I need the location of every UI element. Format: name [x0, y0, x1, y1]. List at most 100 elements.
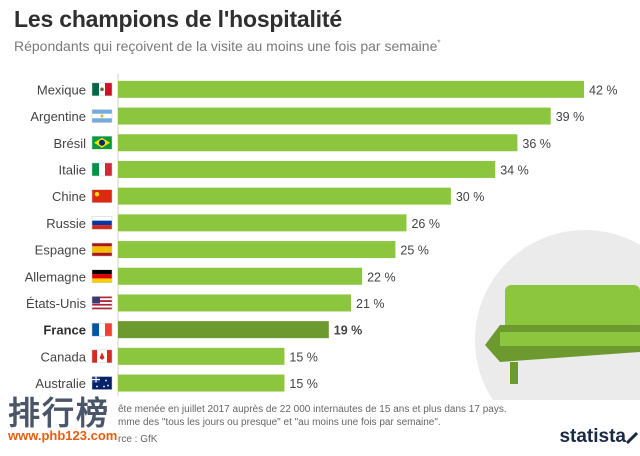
bar-chart: Mexique 42 % Argentine 39 % Brésil 36 % Italie…	[25, 74, 640, 400]
category-label: Brésil	[53, 136, 86, 151]
chart-subtitle: Répondants qui reçoivent de la visite au…	[14, 38, 440, 54]
flag-border	[91, 269, 113, 283]
bar	[118, 80, 584, 98]
bar	[118, 374, 285, 392]
value-label: 25 %	[400, 244, 429, 258]
flag-cross	[92, 376, 100, 383]
flag-part	[92, 269, 112, 275]
flag-part	[92, 216, 112, 221]
russia-flag-icon	[91, 216, 113, 230]
france-flag-icon	[91, 322, 113, 337]
flag-part	[99, 162, 105, 176]
bar-row: Allemagne 22 %	[25, 267, 396, 285]
bar	[118, 160, 496, 178]
value-label: 39 %	[556, 110, 585, 124]
flag-part	[92, 225, 112, 230]
flag-border	[91, 216, 113, 230]
argentina-flag-icon	[91, 109, 113, 123]
bar	[118, 321, 329, 339]
flag-border	[91, 242, 113, 257]
flag-stripe	[92, 300, 112, 303]
category-label: Argentine	[30, 109, 86, 124]
flag-border	[91, 136, 113, 150]
sofa-backrest	[505, 285, 640, 330]
value-label: 15 %	[289, 350, 318, 364]
bar	[118, 107, 551, 125]
category-label: Mexique	[37, 82, 86, 97]
flag-part	[92, 82, 99, 96]
flag-border	[91, 82, 113, 97]
footnote-survey: ête menée en juillet 2017 auprès de 22 0…	[118, 404, 507, 415]
flag-stripe	[92, 303, 112, 306]
bar-row: France 19 %	[43, 321, 363, 339]
sofa-cushion	[500, 332, 640, 346]
bar-row: Canada 15 %	[40, 347, 318, 365]
bar-row: États-Unis 21 %	[26, 294, 385, 312]
flag-part	[92, 274, 112, 279]
value-label: 15 %	[289, 377, 318, 391]
australia-flag-icon	[91, 376, 113, 390]
bar-row: Russie 26 %	[46, 214, 440, 232]
statista-logo: statista	[559, 426, 626, 447]
flag-part	[92, 162, 99, 176]
category-label: Espagne	[35, 243, 86, 258]
footnote-source: rce : GfK	[118, 434, 158, 445]
flag-border	[91, 162, 113, 177]
flag-stripe	[92, 307, 112, 310]
flag-emblem	[100, 87, 104, 92]
bar	[118, 241, 396, 259]
flag-star	[105, 379, 107, 382]
flag-part	[92, 296, 100, 304]
bar	[118, 267, 363, 285]
china-flag-icon	[91, 189, 113, 203]
bar	[118, 347, 285, 365]
bar	[118, 134, 518, 152]
flag-part	[107, 349, 112, 363]
category-label: Russie	[46, 216, 86, 231]
flag-maple-leaf	[99, 352, 105, 360]
brazil-flag-icon	[91, 136, 113, 150]
flag-border	[91, 189, 113, 203]
value-label: 21 %	[356, 297, 385, 311]
category-label: France	[43, 323, 86, 338]
flag-star	[107, 384, 109, 387]
flag-stripe	[92, 298, 112, 301]
bar-row: Mexique 42 %	[37, 80, 618, 98]
flag-part	[105, 162, 112, 176]
watermark-logo: 排行榜	[8, 394, 111, 432]
flag-star	[94, 191, 100, 197]
flag-part	[92, 246, 112, 253]
flag-part	[92, 243, 112, 247]
category-label: Australie	[35, 376, 86, 391]
flag-part	[92, 278, 112, 283]
flag-stripe	[92, 305, 112, 308]
flag-part	[92, 323, 99, 337]
flag-sun	[100, 114, 104, 118]
flag-part	[92, 189, 112, 203]
germany-flag-icon	[91, 269, 113, 283]
category-label: États-Unis	[26, 296, 86, 311]
flag-border	[91, 322, 113, 337]
flag-part	[99, 323, 105, 337]
value-label: 34 %	[500, 163, 529, 177]
subtitle-text: Répondants qui reçoivent de la visite au…	[14, 38, 438, 54]
bar-row: Chine 30 %	[52, 187, 485, 205]
flag-part	[105, 82, 112, 96]
bar-row: Brésil 36 %	[53, 134, 551, 152]
flag-part	[92, 109, 112, 114]
value-label: 36 %	[522, 137, 551, 151]
bar-row: Espagne 25 %	[35, 241, 429, 259]
value-label: 30 %	[456, 190, 485, 204]
flag-part	[92, 252, 112, 257]
flag-border	[91, 349, 113, 364]
flag-border	[91, 109, 113, 123]
category-label: Italie	[59, 162, 86, 177]
bar-row: Australie 15 %	[35, 374, 318, 392]
bar-row: Italie 34 %	[59, 160, 529, 178]
flag-part	[92, 220, 112, 226]
flag-part	[92, 118, 112, 123]
canada-flag-icon	[91, 349, 113, 364]
footnote-definition: mme des "tous les jours ou presque" et "…	[118, 417, 441, 428]
value-label: 19 %	[334, 324, 363, 338]
flag-star	[96, 385, 98, 388]
